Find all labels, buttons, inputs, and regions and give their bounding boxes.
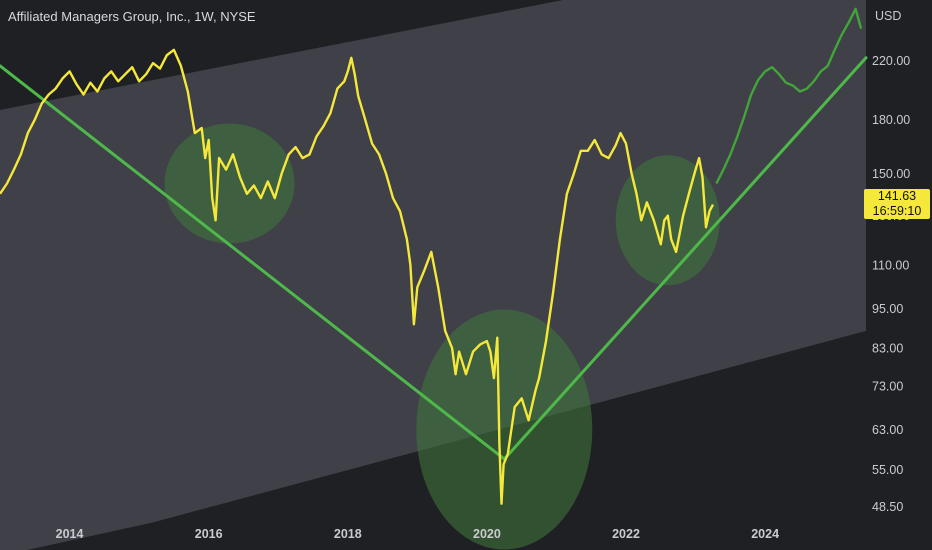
- price-series-yellow: [0, 48, 715, 505]
- highlight-circle-1: [164, 123, 295, 244]
- last-price-label: 141.63: [864, 189, 930, 204]
- x-tick-label: 2014: [56, 527, 84, 541]
- chart-title: Affiliated Managers Group, Inc., 1W, NYS…: [8, 9, 256, 24]
- y-tick-label: 55.00: [872, 463, 903, 477]
- price-series-green: [715, 7, 863, 185]
- x-tick-label: 2016: [195, 527, 223, 541]
- y-tick-label: 83.00: [872, 342, 903, 356]
- trend-line-1: [0, 64, 506, 461]
- x-tick-label: 2018: [334, 527, 362, 541]
- x-tick-label: 2024: [751, 527, 779, 541]
- y-tick-label: 48.50: [872, 500, 903, 514]
- y-tick-label: 73.00: [872, 380, 903, 394]
- y-tick-label: 220.00: [872, 54, 910, 68]
- y-tick-label: 150.00: [872, 167, 910, 181]
- currency-label: USD: [875, 9, 901, 23]
- y-tick-label: 180.00: [872, 113, 910, 127]
- highlight-circle-2: [416, 309, 593, 550]
- y-tick-label: 95.00: [872, 302, 903, 316]
- x-tick-label: 2020: [473, 527, 501, 541]
- bar-countdown-label: 16:59:10: [864, 204, 930, 219]
- trend-line-2: [502, 56, 868, 461]
- y-tick-label: 63.00: [872, 423, 903, 437]
- y-tick-label: 110.00: [872, 259, 909, 273]
- x-tick-label: 2022: [612, 527, 640, 541]
